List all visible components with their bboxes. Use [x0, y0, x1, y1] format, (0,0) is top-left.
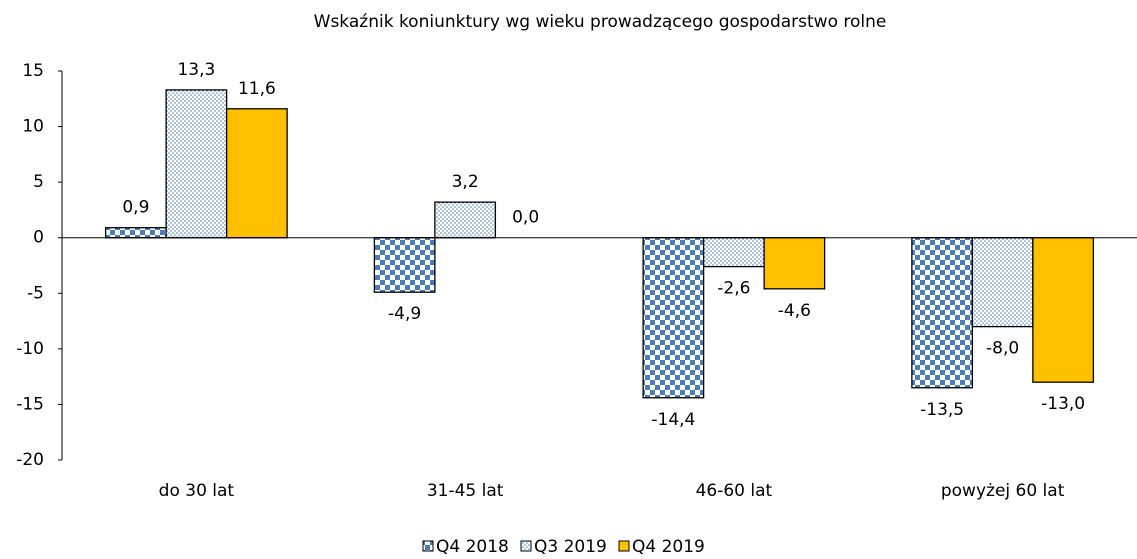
bar — [165, 89, 228, 239]
chart-title: Wskaźnik koniunktury wg wieku prowadzące… — [314, 12, 887, 32]
value-label: -2,6 — [717, 279, 750, 299]
value-label: 11,6 — [238, 79, 276, 99]
bar — [911, 237, 974, 389]
x-tick-label: 31-45 lat — [427, 481, 504, 501]
bar — [763, 237, 826, 290]
y-tick-label: -5 — [27, 283, 44, 303]
bar — [702, 237, 765, 268]
value-label: 0,0 — [512, 208, 539, 228]
legend-label: Q4 2018 — [436, 537, 509, 557]
value-label: -13,5 — [920, 400, 964, 420]
value-label: 13,3 — [177, 60, 215, 80]
x-tick-label: 46-60 lat — [696, 481, 773, 501]
value-label: 3,2 — [452, 172, 479, 192]
y-tick-label: 15 — [22, 61, 44, 81]
value-label: -14,4 — [651, 410, 695, 430]
y-tick-label: -15 — [16, 394, 44, 414]
x-tick-label: do 30 lat — [159, 481, 235, 501]
y-tick-label: -20 — [16, 450, 44, 470]
value-label: -8,0 — [986, 339, 1019, 359]
legend-swatch — [520, 540, 532, 552]
bar — [225, 108, 288, 239]
legend-swatch — [422, 540, 434, 552]
legend-swatch — [618, 540, 630, 552]
y-tick-label: 5 — [33, 172, 44, 192]
bar — [373, 237, 436, 293]
value-label: -4,9 — [388, 304, 421, 324]
legend-label: Q4 2019 — [632, 537, 705, 557]
bar — [434, 201, 497, 239]
y-tick-label: -10 — [16, 339, 44, 359]
x-tick-label: powyżej 60 lat — [941, 481, 1065, 501]
bar — [104, 227, 167, 239]
bar — [642, 237, 705, 399]
legend-label: Q3 2019 — [534, 537, 607, 557]
y-tick-label: 0 — [33, 228, 44, 248]
value-label: -4,6 — [778, 301, 811, 321]
y-tick-label: 10 — [22, 117, 44, 137]
bar — [1032, 237, 1095, 383]
value-label: 0,9 — [122, 198, 149, 218]
bar — [971, 237, 1034, 328]
value-label: -13,0 — [1041, 394, 1085, 414]
